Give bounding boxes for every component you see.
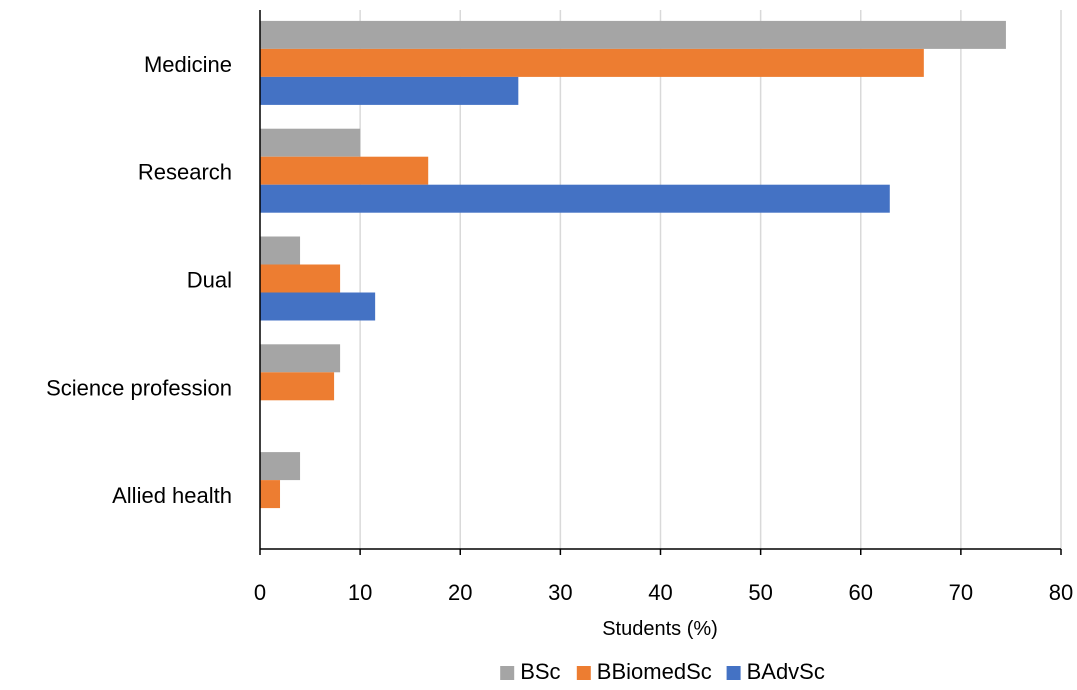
bar-bsc-research [260, 128, 361, 157]
legend-label-bsc: BSc [520, 659, 560, 684]
x-axis-title: Students (%) [602, 618, 718, 640]
bar-bsc-dual [260, 236, 301, 265]
bar-bsc-medicine [260, 20, 1006, 49]
x-axis-ticks: 0 10 20 30 40 50 60 70 80 [254, 549, 1073, 605]
category-label: Dual [187, 268, 232, 293]
x-tick-label: 70 [949, 580, 973, 605]
bars [260, 20, 1006, 509]
bar-badvsc-dual [260, 292, 376, 321]
x-tick-label: 20 [448, 580, 472, 605]
bar-bsc-allied-health [260, 452, 301, 481]
category-labels: Medicine Research Dual Science profession Al… [46, 52, 232, 508]
category-label: Science profession [46, 375, 232, 400]
bar-bbiomedsc-allied-health [260, 480, 281, 509]
x-tick-label: 0 [254, 580, 266, 605]
x-tick-label: 10 [348, 580, 372, 605]
x-tick-label: 60 [849, 580, 873, 605]
bar-bbiomedsc-medicine [260, 48, 924, 77]
x-tick-label: 40 [648, 580, 672, 605]
category-label: Allied health [112, 483, 232, 508]
bar-badvsc-medicine [260, 76, 519, 105]
bar-bsc-science-profession [260, 344, 341, 373]
x-tick-label: 30 [548, 580, 572, 605]
category-label: Medicine [144, 52, 232, 77]
legend-swatch-badvsc [726, 666, 741, 680]
bar-badvsc-research [260, 184, 890, 213]
legend-swatch-bsc [500, 666, 515, 680]
x-tick-label: 80 [1049, 580, 1073, 605]
legend-label-badvsc: BAdvSc [747, 659, 825, 684]
legend: BSc BBiomedSc BAdvSc [500, 659, 825, 684]
legend-swatch-bbiomedsc [576, 666, 591, 680]
x-tick-label: 50 [748, 580, 772, 605]
bar-bbiomedsc-research [260, 156, 429, 185]
category-label: Research [138, 160, 232, 185]
legend-label-bbiomedsc: BBiomedSc [597, 659, 712, 684]
bar-bbiomedsc-dual [260, 264, 341, 293]
bar-bbiomedsc-science-profession [260, 372, 335, 401]
